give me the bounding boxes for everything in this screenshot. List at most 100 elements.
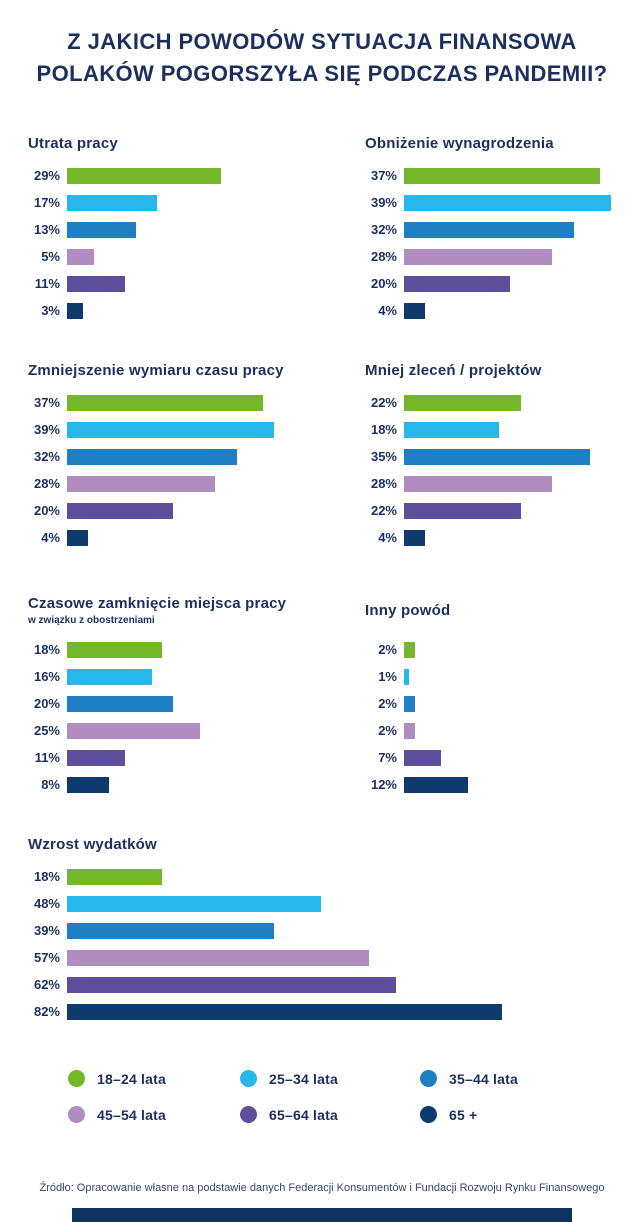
bar-45-54 <box>67 949 370 966</box>
bar-18-24 <box>67 167 221 184</box>
bar-row-45-54: 28% <box>365 475 616 492</box>
bar-value-label: 3% <box>41 303 60 319</box>
bar-row-65-64: 20% <box>365 275 616 292</box>
bar-35-44 <box>67 448 237 465</box>
bar-65-64 <box>404 749 442 766</box>
bar-value-label: 48% <box>33 896 60 912</box>
bar-18-24 <box>404 641 415 658</box>
legend-dot-icon <box>68 1106 85 1124</box>
chart-wzrost-wydatkow: Wzrost wydatków 18% 48% 39% 57% 62% 82% <box>28 835 616 1020</box>
bar-45-54 <box>67 475 216 492</box>
bar-row-25-34: 48% <box>28 895 616 912</box>
chart-header: Czasowe zamknięcie miejsca pracy w związk… <box>28 588 365 634</box>
bar-row-45-54: 2% <box>365 722 616 739</box>
bar-row-65plus: 4% <box>365 529 616 546</box>
legend-dot-icon <box>420 1106 437 1124</box>
bar-value-label: 22% <box>370 395 397 411</box>
bar-value-label: 35% <box>370 449 397 465</box>
legend-label: 18–24 lata <box>97 1070 166 1087</box>
bar-value-label: 4% <box>378 303 397 319</box>
bar-65plus <box>404 776 468 793</box>
bar-45-54 <box>67 248 94 265</box>
bar-25-34 <box>67 895 322 912</box>
bar-row-65plus: 4% <box>28 529 365 546</box>
chart-title: Zmniejszenie wymiaru czasu pracy <box>28 361 284 379</box>
bar-value-label: 32% <box>33 449 60 465</box>
chart-inny-powod: Inny powód 2% 1% 2% 2% 7% 12% <box>365 588 616 793</box>
bar-35-44 <box>67 922 274 939</box>
legend-dot-icon <box>68 1070 85 1088</box>
bar-row-18-24: 22% <box>365 394 616 411</box>
bar-value-label: 16% <box>33 669 60 685</box>
legend-dot-icon <box>240 1070 257 1088</box>
bar-group: 2% 1% 2% 2% 7% 12% <box>365 641 616 793</box>
bar-65plus <box>67 302 83 319</box>
bar-value-label: 18% <box>33 642 60 658</box>
bar-value-label: 20% <box>33 696 60 712</box>
chart-title: Obniżenie wynagrodzenia <box>365 134 554 152</box>
bar-row-45-54: 28% <box>28 475 365 492</box>
bar-value-label: 28% <box>370 249 397 265</box>
bar-25-34 <box>404 194 611 211</box>
legend-item-18-24: 18–24 lata <box>68 1068 240 1090</box>
chart-mniej-zlecen-projektow: Mniej zleceń / projektów 22% 18% 35% 28% 22% 4… <box>365 361 616 546</box>
bar-35-44 <box>67 221 136 238</box>
bar-row-35-44: 13% <box>28 221 365 238</box>
bar-18-24 <box>67 394 264 411</box>
bar-value-label: 17% <box>33 195 60 211</box>
bar-value-label: 18% <box>33 869 60 885</box>
bar-row-45-54: 57% <box>28 949 616 966</box>
bar-value-label: 39% <box>33 422 60 438</box>
bar-value-label: 37% <box>33 395 60 411</box>
bar-row-65-64: 11% <box>28 749 365 766</box>
bar-value-label: 18% <box>370 422 397 438</box>
bar-row-65plus: 8% <box>28 776 365 793</box>
legend-item-35-44: 35–44 lata <box>420 1068 616 1090</box>
chart-title: Utrata pracy <box>28 134 118 152</box>
bar-row-35-44: 35% <box>365 448 616 465</box>
charts-grid: Utrata pracy 29% 17% 13% 5% 11% 3% Obniżenie wy… <box>28 134 616 1020</box>
bar-65-64 <box>67 976 396 993</box>
bar-row-65plus: 3% <box>28 302 365 319</box>
bar-value-label: 28% <box>370 476 397 492</box>
legend-label: 65–64 lata <box>269 1106 338 1123</box>
bar-value-label: 1% <box>378 669 397 685</box>
legend-label: 45–54 lata <box>97 1106 166 1123</box>
chart-header: Wzrost wydatków <box>28 835 616 855</box>
bar-row-35-44: 32% <box>365 221 616 238</box>
bar-value-label: 13% <box>33 222 60 238</box>
bar-65-64 <box>404 502 521 519</box>
bar-row-35-44: 32% <box>28 448 365 465</box>
bar-value-label: 7% <box>378 750 397 766</box>
bar-value-label: 57% <box>33 950 60 966</box>
bar-45-54 <box>404 475 553 492</box>
bar-row-25-34: 17% <box>28 194 365 211</box>
chart-header: Inny powód <box>365 588 616 634</box>
legend-item-65plus: 65 + <box>420 1104 616 1126</box>
bar-row-25-34: 1% <box>365 668 616 685</box>
bar-row-18-24: 29% <box>28 167 365 184</box>
bar-row-65-64: 62% <box>28 976 616 993</box>
page-title: Z JAKICH POWODÓW SYTUACJA FINANSOWA POLA… <box>36 29 608 86</box>
bar-group: 37% 39% 32% 28% 20% 4% <box>365 167 616 319</box>
bar-35-44 <box>67 695 173 712</box>
bar-row-18-24: 37% <box>365 167 616 184</box>
bar-45-54 <box>404 248 553 265</box>
bar-value-label: 8% <box>41 777 60 793</box>
bar-row-18-24: 18% <box>28 868 616 885</box>
bar-65plus <box>67 1003 502 1020</box>
bar-row-18-24: 37% <box>28 394 365 411</box>
bar-row-45-54: 5% <box>28 248 365 265</box>
bar-value-label: 4% <box>378 530 397 546</box>
bar-65plus <box>404 529 426 546</box>
chart-header: Utrata pracy <box>28 134 365 154</box>
bar-value-label: 2% <box>378 696 397 712</box>
bar-row-35-44: 20% <box>28 695 365 712</box>
bar-row-65-64: 11% <box>28 275 365 292</box>
bar-value-label: 62% <box>33 977 60 993</box>
bar-65-64 <box>67 275 126 292</box>
bar-value-label: 39% <box>33 923 60 939</box>
bar-45-54 <box>404 722 415 739</box>
bar-65-64 <box>67 502 173 519</box>
bar-65-64 <box>67 749 126 766</box>
